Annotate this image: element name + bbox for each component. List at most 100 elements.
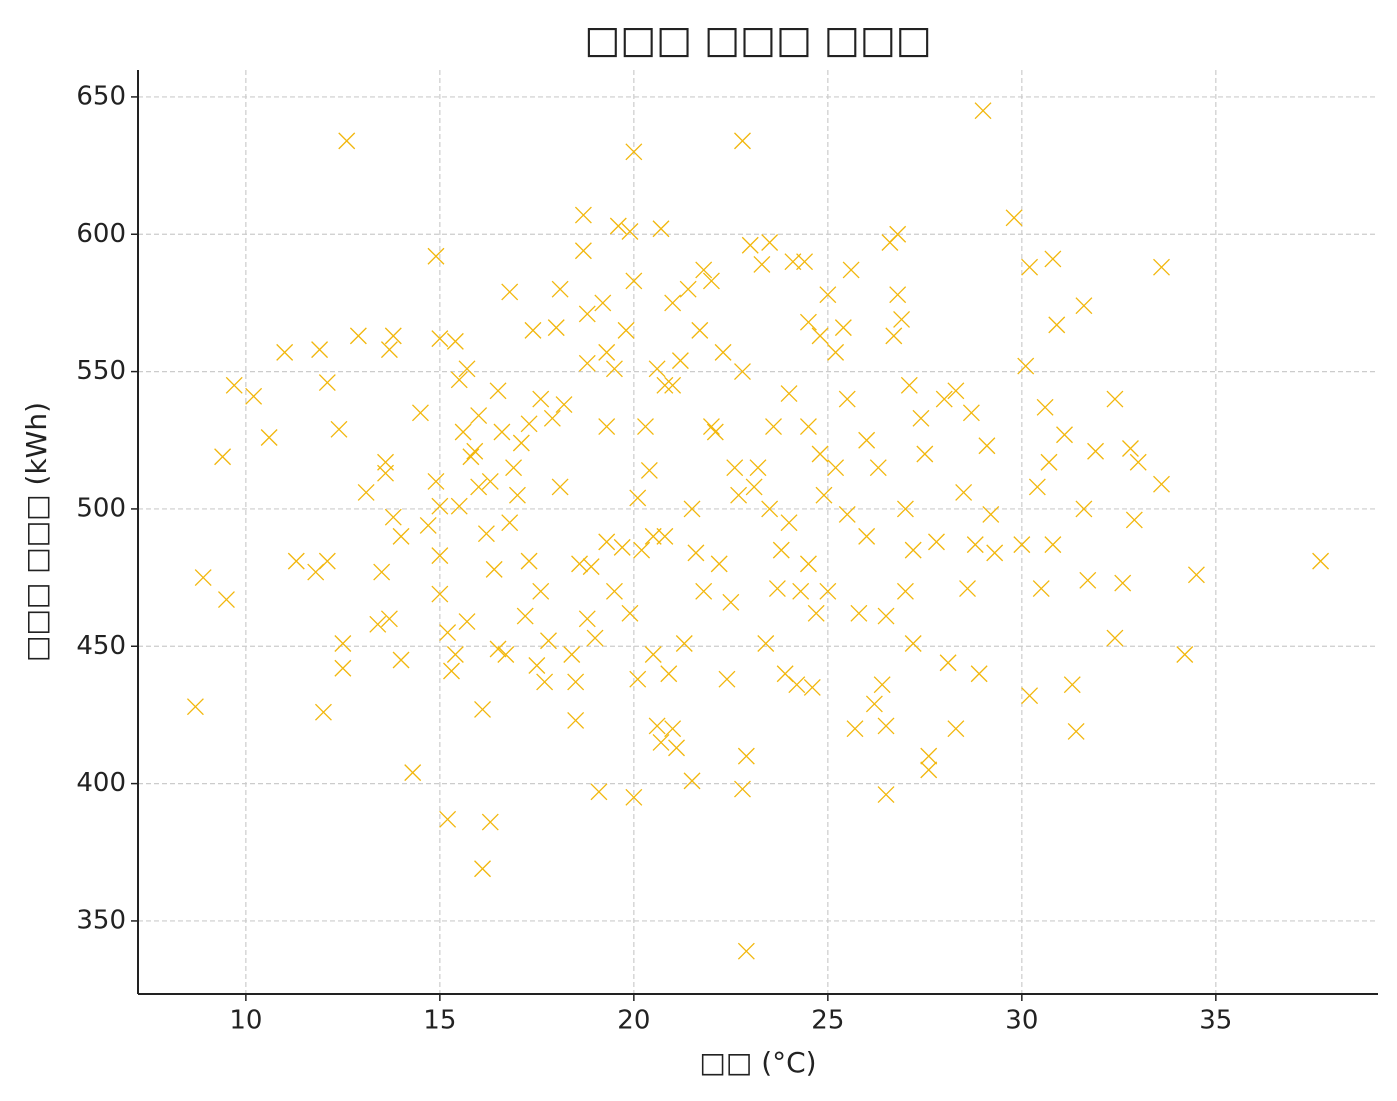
point	[532, 582, 550, 600]
point	[334, 659, 352, 677]
point	[846, 720, 864, 738]
point	[675, 635, 693, 652]
point	[784, 253, 802, 271]
point	[737, 747, 755, 765]
point	[885, 327, 903, 345]
point	[1063, 676, 1081, 694]
point	[380, 610, 398, 628]
point	[1187, 566, 1205, 584]
point	[1075, 500, 1093, 518]
point	[803, 679, 821, 696]
point	[702, 418, 720, 435]
point	[505, 459, 523, 477]
point	[427, 473, 445, 490]
point	[959, 580, 976, 598]
point	[260, 429, 278, 446]
point	[512, 434, 530, 452]
point	[1048, 316, 1066, 334]
point	[470, 407, 488, 424]
x-axis-label: □□ (°C)	[699, 1046, 816, 1079]
point	[625, 143, 643, 161]
point	[528, 657, 546, 674]
point	[850, 604, 868, 622]
point	[772, 541, 790, 559]
point	[443, 662, 460, 680]
point	[858, 527, 876, 545]
y-tick-label: 400	[76, 768, 126, 798]
point	[373, 563, 391, 581]
point	[493, 423, 511, 441]
point	[877, 607, 895, 625]
point	[516, 607, 534, 625]
point	[474, 860, 491, 878]
point	[1017, 357, 1035, 375]
point	[621, 604, 639, 622]
point	[955, 483, 973, 501]
y-tick-label: 450	[76, 631, 126, 661]
point	[722, 593, 740, 611]
x-tick-label: 10	[229, 1006, 262, 1036]
point	[543, 409, 561, 427]
point	[737, 942, 755, 960]
point	[877, 786, 895, 804]
point	[679, 280, 697, 298]
point	[896, 500, 914, 518]
point	[939, 654, 957, 672]
point	[489, 640, 507, 658]
point	[811, 445, 829, 463]
point	[481, 813, 499, 831]
point	[520, 415, 538, 433]
point	[920, 761, 938, 779]
point	[834, 319, 852, 337]
point	[497, 646, 515, 663]
point	[734, 132, 751, 150]
point	[947, 382, 965, 400]
point	[470, 478, 488, 496]
point	[629, 489, 647, 507]
point	[458, 613, 476, 631]
point	[799, 418, 817, 435]
point	[1176, 646, 1194, 663]
point	[1028, 478, 1046, 496]
y-tick-label: 600	[76, 219, 126, 249]
point	[481, 473, 499, 490]
point	[501, 514, 519, 532]
point	[598, 343, 616, 361]
point	[318, 552, 336, 570]
point	[466, 442, 484, 460]
point	[1129, 453, 1147, 471]
point	[893, 310, 911, 328]
point	[807, 604, 825, 622]
point	[1106, 629, 1124, 647]
point	[567, 711, 585, 729]
point	[384, 327, 402, 345]
point	[582, 558, 600, 576]
point	[431, 547, 449, 565]
point	[935, 390, 953, 408]
point	[726, 459, 744, 477]
point	[768, 580, 786, 598]
point	[718, 670, 736, 688]
point	[811, 327, 829, 345]
point	[578, 610, 596, 628]
point	[586, 629, 604, 647]
point	[691, 321, 709, 339]
point	[896, 582, 914, 600]
point	[489, 382, 507, 400]
point	[796, 253, 814, 271]
point	[625, 788, 643, 806]
point	[644, 527, 662, 545]
point	[520, 552, 538, 570]
point	[741, 236, 759, 254]
point	[799, 555, 817, 573]
point	[524, 321, 542, 339]
point	[458, 360, 476, 378]
point	[889, 225, 907, 243]
point	[598, 418, 616, 435]
point	[1153, 475, 1170, 493]
point	[194, 569, 212, 587]
point	[780, 385, 798, 403]
point	[605, 360, 623, 378]
point	[912, 409, 930, 427]
point	[648, 717, 666, 735]
